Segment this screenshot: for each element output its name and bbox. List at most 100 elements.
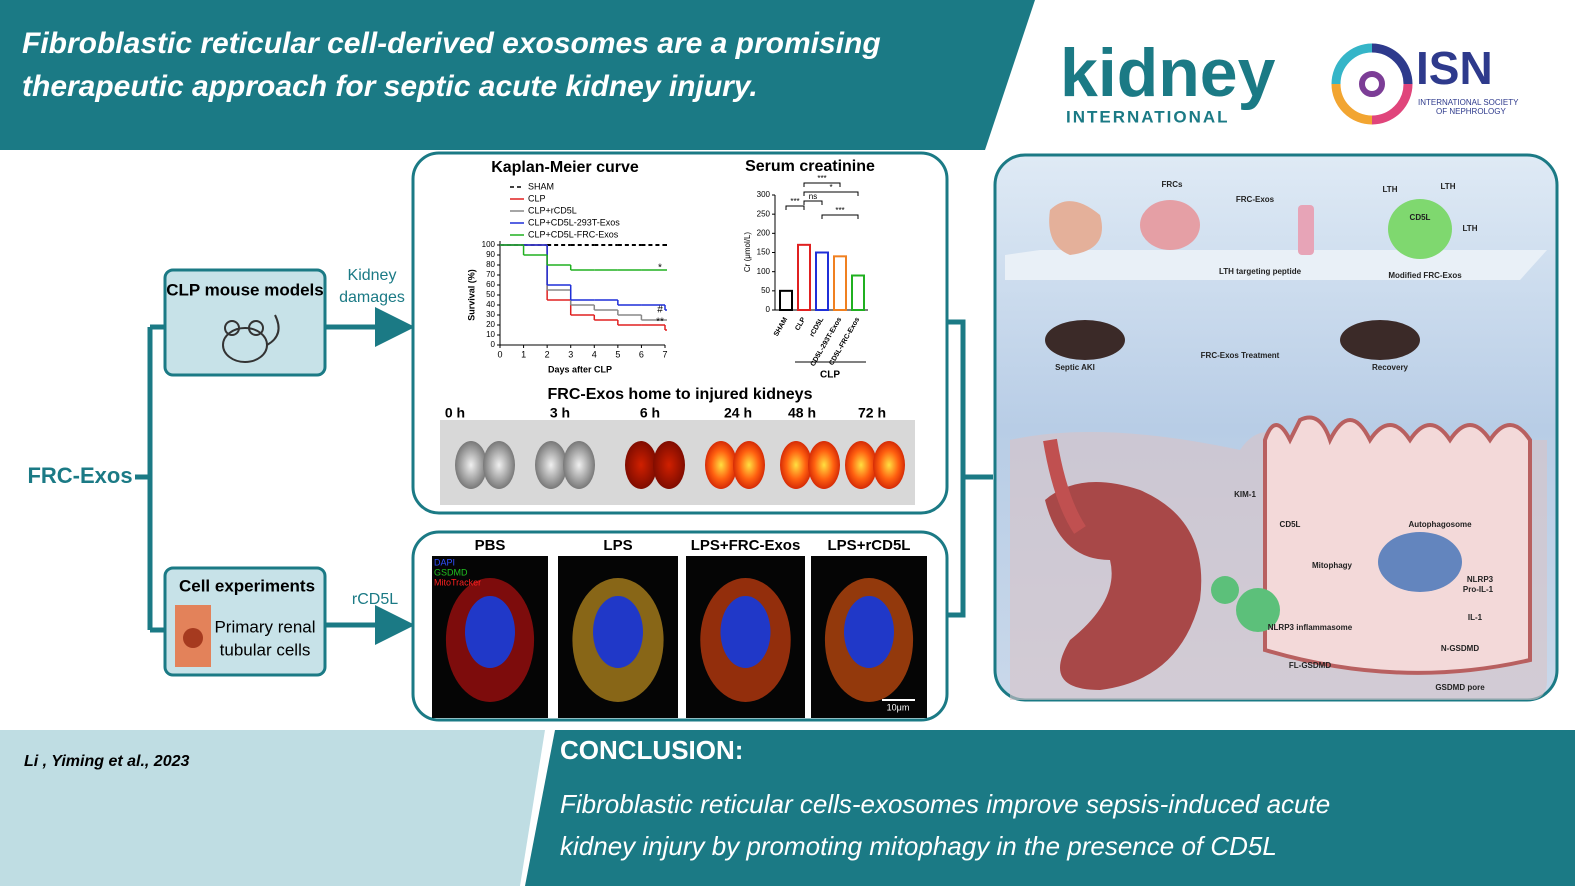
box-label: CLP mouse models — [166, 280, 323, 299]
y-tick-label: 50 — [761, 286, 770, 295]
sig-bracket — [803, 191, 859, 196]
mechanism-label: FRC-Exos — [1236, 195, 1275, 204]
timepoint: 3 h — [550, 405, 570, 421]
x-tick-label: 4 — [592, 349, 597, 359]
arrow-label: Kidney — [348, 267, 397, 284]
conclusion-text: Fibroblastic reticular cells-exosomes im… — [560, 789, 1330, 819]
x-tick-label: 3 — [568, 349, 573, 359]
y-tick-label: 300 — [757, 190, 771, 199]
kidney-image — [845, 441, 877, 489]
kidney-image — [483, 441, 515, 489]
mechanism-label: GSDMD pore — [1435, 683, 1485, 692]
mechanism-label: NLRP3 inflammasome — [1268, 623, 1353, 632]
mechanism-label: Autophagosome — [1408, 520, 1472, 529]
sig-label: *** — [835, 206, 844, 215]
y-tick-label: 0 — [491, 340, 496, 349]
mechanism-label: FL-GSDMD — [1289, 661, 1331, 670]
kidney-image — [455, 441, 487, 489]
y-tick-label: 200 — [757, 228, 771, 237]
mechanism-label: Septic AKI — [1055, 363, 1095, 372]
y-tick-label: 250 — [757, 209, 771, 218]
sig-label: * — [829, 183, 832, 192]
y-tick-label: 80 — [486, 260, 495, 269]
y-tick-label: 30 — [486, 310, 495, 319]
citation-band — [0, 730, 545, 886]
flow-lines — [135, 307, 993, 645]
kidney-image — [873, 441, 905, 489]
nucleus — [720, 596, 771, 668]
mechanism-label: LTH targeting peptide — [1219, 267, 1302, 276]
bar — [815, 251, 829, 311]
kidney-image — [625, 441, 657, 489]
annotation: * — [658, 263, 662, 274]
mouse — [1045, 320, 1125, 360]
conclusion-text: kidney injury by promoting mitophagy in … — [560, 831, 1277, 861]
y-tick-label: 60 — [486, 280, 495, 289]
condition-label: LPS+rCD5L — [828, 537, 911, 554]
sig-label: ns — [809, 192, 817, 201]
box-label: Cell experiments — [179, 576, 315, 595]
conclusion-title: CONCLUSION: — [560, 735, 743, 765]
timepoint: 0 h — [445, 405, 465, 421]
isn-emblem — [1331, 43, 1413, 125]
bar — [833, 255, 847, 312]
timepoint: 48 h — [788, 405, 816, 421]
x-tick-label: 5 — [615, 349, 620, 359]
mechanism-label: Recovery — [1372, 363, 1409, 372]
kidney — [1045, 482, 1202, 690]
y-tick-label: 100 — [757, 267, 771, 276]
arrow-label: rCD5L — [352, 591, 398, 608]
vessel — [1043, 438, 1086, 534]
mechanism-label: IL-1 — [1468, 613, 1483, 622]
mechanism-label: Pro-IL-1 — [1463, 585, 1494, 594]
y-tick-label: 100 — [482, 240, 496, 249]
y-tick-label: 150 — [757, 248, 771, 257]
y-tick-label: 10 — [486, 330, 495, 339]
nucleus — [593, 596, 643, 668]
logo-sub: OF NEPHROLOGY — [1436, 107, 1506, 116]
mechanism-label: LTH — [1463, 224, 1478, 233]
kidney-image — [780, 441, 812, 489]
citation: Li , Yiming et al., 2023 — [24, 753, 190, 770]
sig-bracket — [803, 200, 823, 205]
bar — [779, 289, 793, 312]
timepoint: 6 h — [640, 405, 660, 421]
y-tick-label: 90 — [486, 250, 495, 259]
condition-label: LPS — [603, 537, 632, 554]
annotation: # — [657, 305, 663, 316]
mechanism-label: KIM-1 — [1234, 490, 1256, 499]
root-label: FRC-Exos — [27, 463, 132, 488]
conclusion-band — [525, 730, 1575, 886]
timepoint: 24 h — [724, 405, 752, 421]
logo: kidney — [1060, 35, 1276, 111]
mechanism-label: Modified FRC-Exos — [1388, 271, 1462, 280]
group-label: CLP — [820, 370, 840, 381]
exosome — [1236, 588, 1280, 632]
legend-label: CLP+rCD5L — [528, 205, 577, 215]
mechanism-label: NLRP3 — [1467, 575, 1494, 584]
kidney-image — [535, 441, 567, 489]
sig-bracket — [803, 182, 841, 187]
stain-label: MitoTracker — [434, 577, 481, 587]
autophagosome — [1378, 532, 1462, 592]
mechanism-label: FRCs — [1162, 180, 1183, 189]
modified-exosome — [1388, 199, 1452, 259]
logo: ISN — [1416, 42, 1493, 94]
y-tick-label: 40 — [486, 300, 495, 309]
bar — [851, 274, 865, 311]
y-tick-label: 20 — [486, 320, 495, 329]
frc — [1140, 200, 1200, 250]
x-tick-label: 1 — [521, 349, 526, 359]
title: therapeutic approach for septic acute ki… — [22, 70, 758, 103]
chart-title: Serum creatinine — [745, 158, 875, 175]
mechanism-label: LTH — [1383, 185, 1398, 194]
box-label: tubular cells — [220, 640, 311, 659]
sig-label: *** — [790, 197, 799, 206]
sig-bracket — [785, 205, 805, 210]
axis-label: Survival (%) — [466, 269, 476, 321]
mechanism-label: FRC-Exos Treatment — [1201, 351, 1280, 360]
header-band — [0, 0, 1035, 150]
x-tick-label: 2 — [545, 349, 550, 359]
